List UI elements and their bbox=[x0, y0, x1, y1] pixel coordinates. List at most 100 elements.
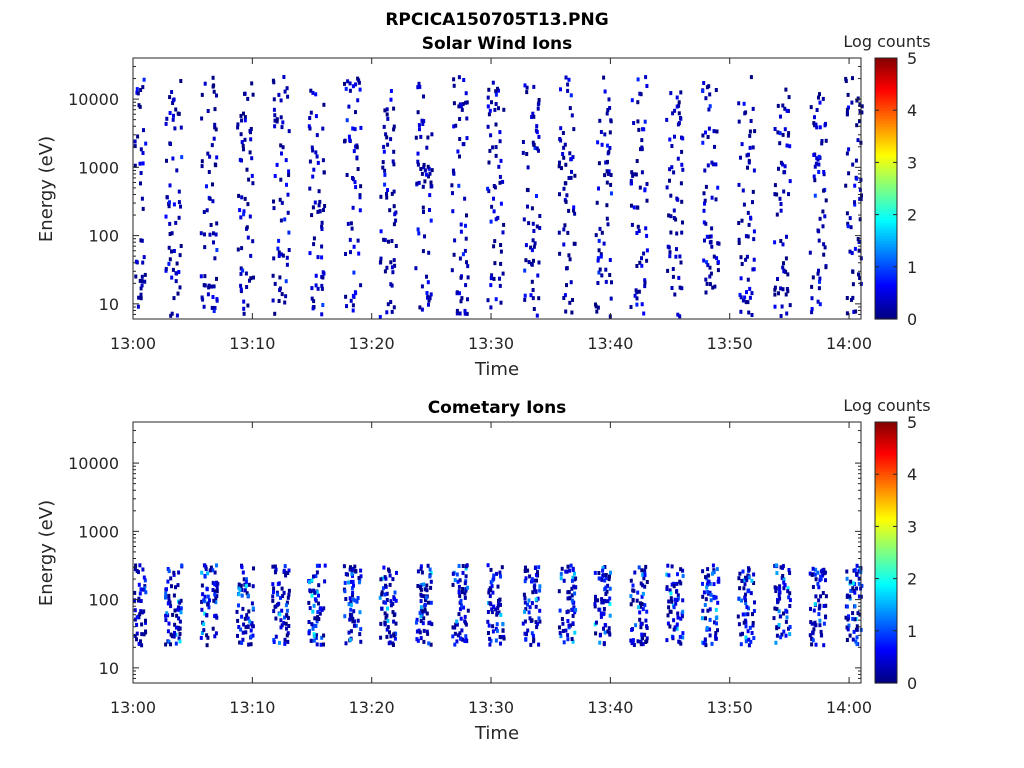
heatmap-cell bbox=[737, 596, 741, 601]
heatmap-cell bbox=[213, 306, 217, 310]
heatmap-cell bbox=[238, 587, 242, 592]
heatmap-cell bbox=[643, 280, 647, 285]
heatmap-cell bbox=[502, 107, 506, 112]
heatmap-cell bbox=[320, 283, 324, 288]
heatmap-cell bbox=[641, 583, 645, 588]
heatmap-cell bbox=[853, 200, 856, 205]
heatmap-cell bbox=[818, 276, 822, 281]
heatmap-cell bbox=[211, 182, 214, 187]
heatmap-cell bbox=[140, 196, 144, 201]
heatmap-cell bbox=[710, 226, 714, 231]
heatmap-cell bbox=[169, 313, 173, 318]
heatmap-cell bbox=[490, 273, 494, 278]
heatmap-cell bbox=[251, 92, 255, 97]
heatmap-cell bbox=[205, 587, 209, 592]
heatmap-cell bbox=[610, 191, 613, 196]
heatmap-cell bbox=[180, 563, 184, 568]
colorbar-segment bbox=[875, 502, 897, 507]
heatmap-cell bbox=[383, 182, 387, 187]
heatmap-cell bbox=[488, 636, 492, 641]
heatmap-cell bbox=[603, 623, 607, 627]
heatmap-cell bbox=[532, 637, 536, 642]
heatmap-cell bbox=[640, 138, 644, 143]
heatmap-cell bbox=[609, 296, 613, 301]
heatmap-cell bbox=[461, 252, 465, 257]
heatmap-cell bbox=[463, 311, 467, 316]
colorbar-label: Log counts bbox=[843, 396, 930, 415]
colorbar-frame bbox=[874, 57, 898, 320]
heatmap-cell bbox=[604, 576, 608, 580]
heatmap-cell bbox=[166, 579, 170, 584]
heatmap-cell bbox=[717, 579, 721, 584]
heatmap-cell bbox=[461, 142, 465, 147]
heatmap-cell bbox=[419, 599, 423, 604]
heatmap-cell bbox=[570, 113, 574, 118]
heatmap-cell bbox=[414, 266, 418, 271]
heatmap-cell bbox=[417, 123, 421, 128]
heatmap-cell bbox=[385, 598, 389, 602]
heatmap-cell bbox=[385, 107, 389, 112]
colorbar-segment bbox=[875, 185, 897, 190]
heatmap-cell bbox=[140, 279, 144, 283]
heatmap-cell bbox=[640, 594, 644, 599]
heatmap-cell bbox=[172, 249, 176, 253]
heatmap-cell bbox=[779, 286, 783, 291]
heatmap-cell bbox=[786, 133, 790, 138]
heatmap-cell bbox=[421, 184, 425, 189]
heatmap-cell bbox=[569, 280, 573, 285]
heatmap-cell bbox=[430, 132, 434, 137]
y-tick-label: 100 bbox=[88, 227, 119, 246]
heatmap-cell bbox=[344, 252, 347, 256]
heatmap-cell bbox=[817, 612, 821, 617]
heatmap-cell bbox=[711, 563, 715, 568]
heatmap-cell bbox=[502, 222, 506, 227]
heatmap-cell bbox=[702, 590, 706, 595]
heatmap-cell bbox=[781, 103, 785, 108]
heatmap-cell bbox=[164, 642, 168, 647]
heatmap-cell bbox=[565, 569, 569, 574]
heatmap-cell bbox=[521, 150, 525, 155]
heatmap-cell bbox=[139, 171, 143, 175]
x-axis-label: Time bbox=[474, 359, 519, 380]
x-tick-label: 13:10 bbox=[229, 698, 275, 717]
colorbar-segment bbox=[875, 102, 897, 106]
heatmap-cell bbox=[392, 124, 396, 129]
heatmap-cell bbox=[716, 268, 720, 273]
heatmap-cell bbox=[428, 620, 432, 625]
heatmap-cell bbox=[604, 585, 608, 590]
heatmap-cell bbox=[778, 131, 782, 136]
heatmap-cell bbox=[636, 119, 640, 124]
heatmap-cell bbox=[308, 116, 312, 120]
heatmap-cell bbox=[139, 181, 142, 186]
colorbar-segment bbox=[875, 586, 897, 590]
heatmap-cell bbox=[747, 567, 751, 572]
heatmap-cell bbox=[854, 309, 858, 314]
heatmap-cell bbox=[392, 127, 396, 132]
heatmap-cell bbox=[609, 570, 612, 575]
heatmap-cell bbox=[605, 216, 609, 221]
heatmap-cell bbox=[860, 583, 864, 588]
y-tick-label: 10000 bbox=[68, 90, 119, 109]
heatmap-cell bbox=[818, 618, 822, 623]
heatmap-cell bbox=[570, 598, 574, 603]
heatmap-cell bbox=[523, 83, 527, 88]
heatmap-cell bbox=[354, 623, 358, 628]
heatmap-cell bbox=[811, 275, 815, 280]
heatmap-cell bbox=[811, 585, 815, 589]
heatmap-cell bbox=[388, 208, 392, 213]
heatmap-cell bbox=[346, 221, 350, 226]
heatmap-cell bbox=[278, 640, 281, 645]
heatmap-cell bbox=[462, 78, 466, 82]
heatmap-cell bbox=[426, 563, 430, 568]
heatmap-cell bbox=[560, 166, 563, 171]
heatmap-cell bbox=[168, 183, 172, 188]
heatmap-cell bbox=[635, 231, 639, 235]
heatmap-cell bbox=[595, 200, 599, 205]
heatmap-cell bbox=[568, 106, 572, 111]
heatmap-cell bbox=[427, 641, 431, 646]
heatmap-cell bbox=[419, 619, 423, 624]
heatmap-cell bbox=[214, 163, 218, 168]
colorbar-segment bbox=[875, 78, 897, 83]
heatmap-cell bbox=[316, 209, 320, 214]
heatmap-cell bbox=[358, 632, 362, 637]
